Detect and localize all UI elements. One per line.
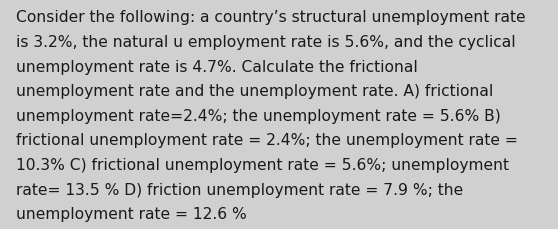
Text: is 3.2%, the natural u employment rate is 5.6%, and the cyclical: is 3.2%, the natural u employment rate i… — [16, 35, 515, 50]
Text: unemployment rate=2.4%; the unemployment rate = 5.6% B): unemployment rate=2.4%; the unemployment… — [16, 108, 501, 123]
Text: frictional unemployment rate = 2.4%; the unemployment rate =: frictional unemployment rate = 2.4%; the… — [16, 133, 517, 148]
Text: Consider the following: a country’s structural unemployment rate: Consider the following: a country’s stru… — [16, 10, 525, 25]
Text: unemployment rate = 12.6 %: unemployment rate = 12.6 % — [16, 206, 247, 221]
Text: unemployment rate and the unemployment rate. A) frictional: unemployment rate and the unemployment r… — [16, 84, 493, 99]
Text: rate= 13.5 % D) friction unemployment rate = 7.9 %; the: rate= 13.5 % D) friction unemployment ra… — [16, 182, 463, 197]
Text: unemployment rate is 4.7%. Calculate the frictional: unemployment rate is 4.7%. Calculate the… — [16, 59, 417, 74]
Text: 10.3% C) frictional unemployment rate = 5.6%; unemployment: 10.3% C) frictional unemployment rate = … — [16, 157, 509, 172]
